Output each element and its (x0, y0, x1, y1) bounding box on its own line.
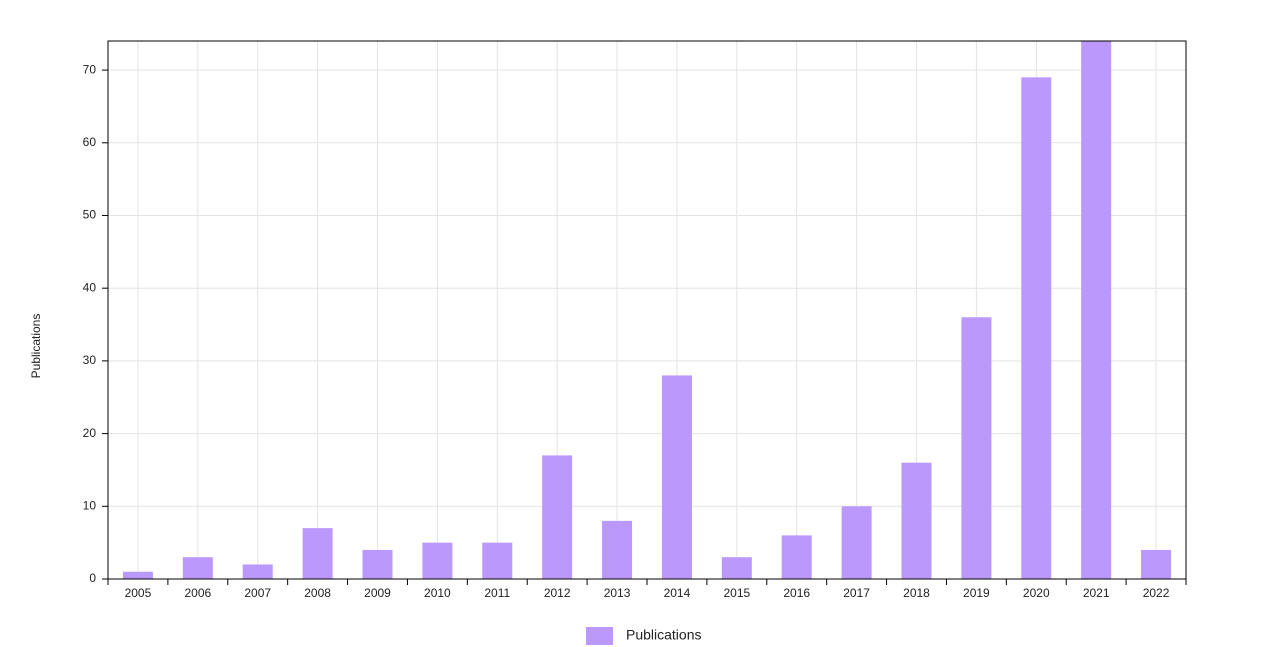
x-tick-label: 2012 (544, 586, 571, 600)
x-tick-label: 2011 (484, 586, 510, 600)
legend-swatch (586, 627, 613, 645)
x-tick-label: 2009 (364, 586, 391, 600)
y-tick-label: 50 (83, 208, 97, 222)
bar (242, 564, 273, 579)
bar (362, 549, 393, 579)
bar (1021, 77, 1052, 579)
y-tick-label: 40 (83, 280, 97, 294)
bar (182, 557, 213, 579)
bar (1081, 41, 1112, 579)
y-tick-label: 20 (83, 426, 97, 440)
y-tick-label: 60 (83, 135, 97, 149)
x-tick-label: 2019 (963, 586, 990, 600)
y-tick-label: 70 (83, 62, 97, 76)
bar (482, 542, 513, 579)
bar (542, 455, 573, 579)
x-tick-label: 2010 (424, 586, 451, 600)
x-tick-label: 2016 (783, 586, 810, 600)
legend-label: Publications (626, 627, 702, 643)
bar (1141, 549, 1172, 579)
x-tick-label: 2007 (244, 586, 271, 600)
x-tick-label: 2013 (604, 586, 631, 600)
y-tick-label: 10 (83, 498, 97, 512)
bar (961, 317, 992, 579)
bar (781, 535, 812, 579)
x-tick-label: 2006 (184, 586, 211, 600)
y-tick-label: 30 (83, 353, 97, 367)
x-tick-label: 2008 (304, 586, 331, 600)
x-tick-label: 2017 (843, 586, 870, 600)
bar (422, 542, 453, 579)
x-tick-label: 2018 (903, 586, 930, 600)
bar (602, 520, 633, 579)
bar (122, 571, 153, 579)
plot-frame (107, 40, 1187, 580)
x-tick-label: 2015 (723, 586, 750, 600)
bar (661, 375, 692, 579)
bar (841, 506, 872, 579)
bar (302, 528, 333, 579)
x-tick-label: 2022 (1143, 586, 1170, 600)
x-tick-label: 2021 (1083, 586, 1110, 600)
x-tick-label: 2005 (125, 586, 152, 600)
y-axis-label: Publications (29, 314, 43, 379)
bar (721, 557, 752, 579)
bar (901, 462, 932, 579)
x-tick-label: 2020 (1023, 586, 1050, 600)
x-tick-label: 2014 (664, 586, 691, 600)
y-tick-label: 0 (89, 571, 96, 585)
